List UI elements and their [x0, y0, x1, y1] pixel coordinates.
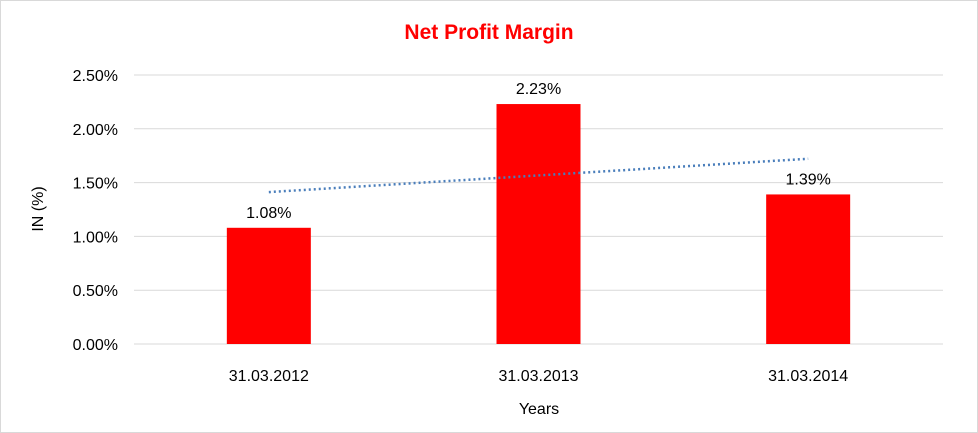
y-tick-label: 0.50% [73, 283, 118, 300]
y-tick-label: 1.00% [73, 229, 118, 246]
trendline [268, 157, 809, 194]
x-tick-label: 31.03.2012 [229, 368, 309, 385]
bar-31.03.2012 [226, 227, 311, 344]
data-label: 2.23% [516, 81, 561, 98]
bars [226, 104, 851, 344]
data-labels: 1.08% 2.23% 1.39% [246, 81, 831, 222]
y-tick-label: 2.00% [73, 122, 118, 139]
x-axis-ticks: 31.03.2012 31.03.2013 31.03.2014 [229, 368, 849, 385]
x-tick-label: 31.03.2014 [768, 368, 848, 385]
y-tick-label: 1.50% [73, 176, 118, 193]
data-label: 1.08% [246, 205, 291, 222]
trendline-layer [268, 157, 809, 194]
y-axis-title: IN (%) [30, 186, 47, 231]
y-tick-label: 2.50% [73, 68, 118, 85]
data-label: 1.39% [785, 171, 830, 188]
bar-31.03.2013 [496, 104, 581, 344]
x-axis-title: Years [519, 401, 559, 418]
x-tick-label: 31.03.2013 [498, 368, 578, 385]
bar-31.03.2014 [766, 194, 851, 344]
chart-title: Net Profit Margin [404, 21, 573, 44]
y-tick-label: 0.00% [73, 337, 118, 354]
y-axis-ticks: 0.00% 0.50% 1.00% 1.50% 2.00% 2.50% [73, 68, 118, 354]
